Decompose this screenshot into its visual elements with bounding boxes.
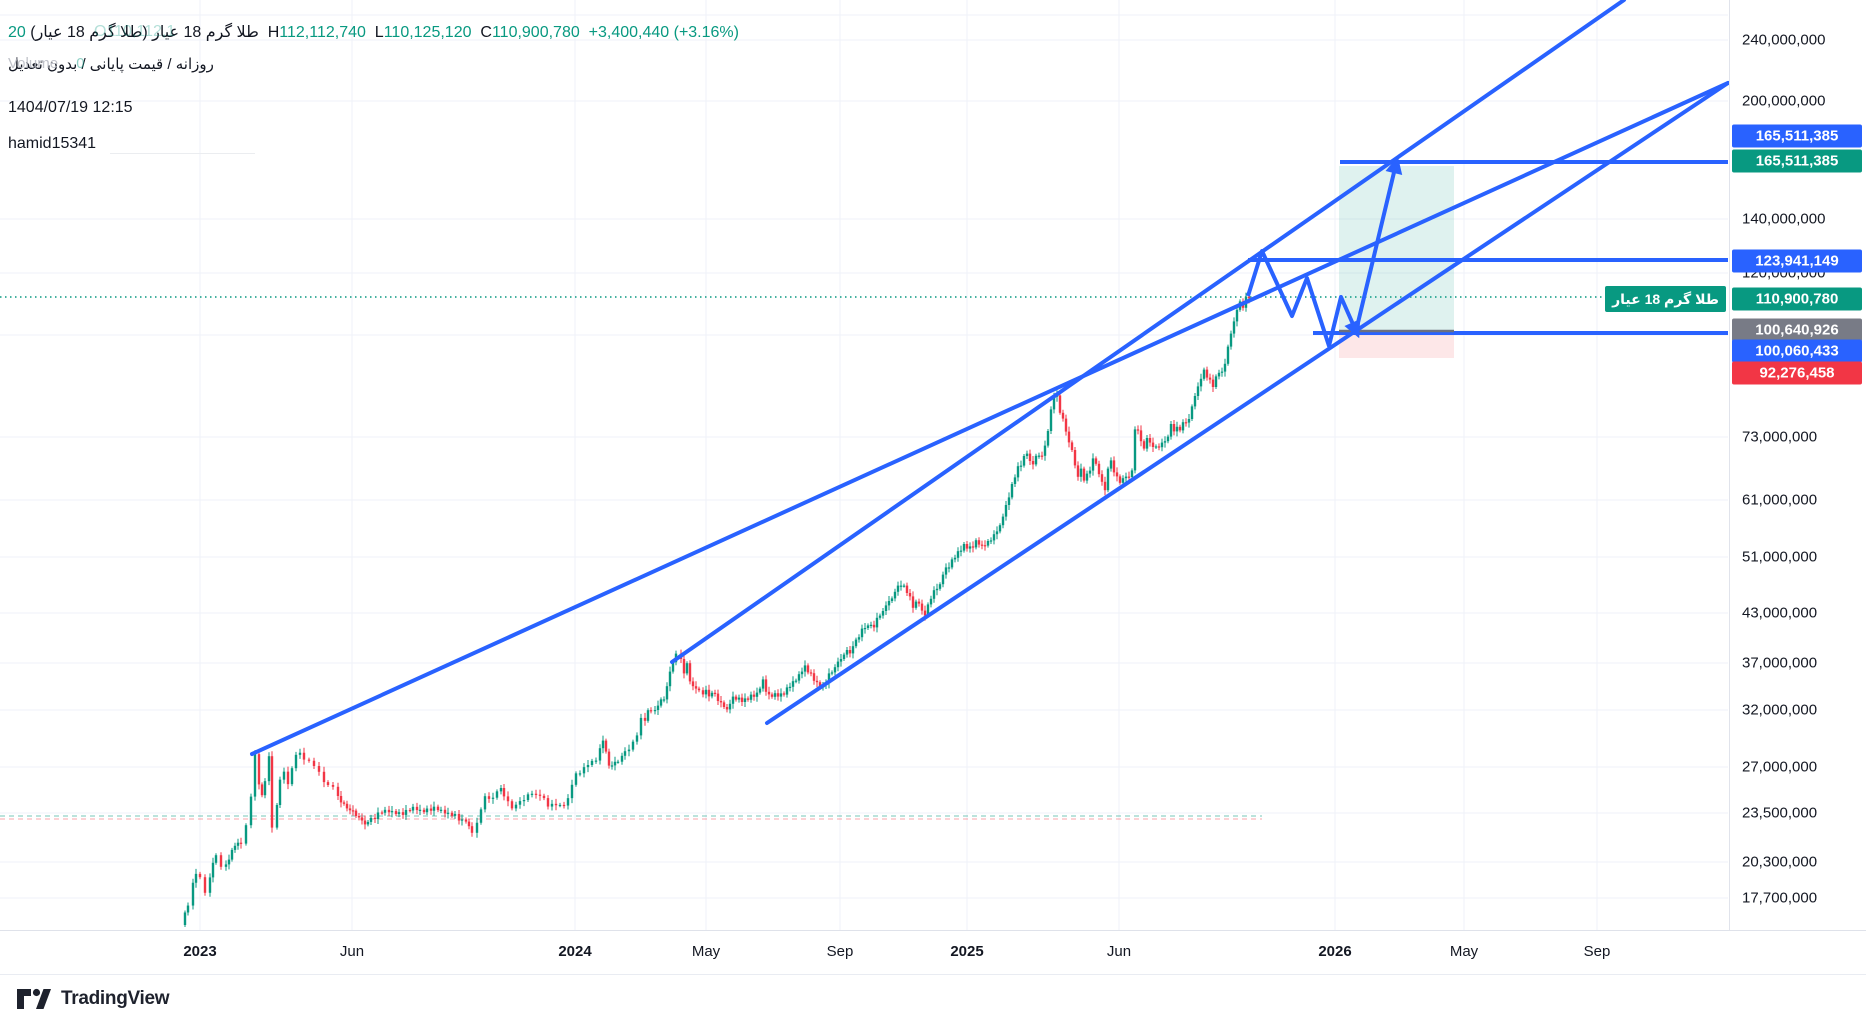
drawing-timestamp: 1404/07/19 12:15: [8, 99, 133, 116]
settlement-dashed-lines: [0, 815, 1262, 820]
price-tick: 200,000,000: [1742, 92, 1826, 110]
series-settings-row[interactable]: روزانه / قیمت پایانی / بدون تعدیل: [8, 56, 214, 73]
price-tick: 17,700,000: [1742, 889, 1818, 907]
price-tick: 27,000,000: [1742, 758, 1818, 776]
time-tick: 2025: [950, 943, 984, 960]
tradingview-logo[interactable]: TradingView: [16, 988, 170, 1010]
price-axis-pane[interactable]: 240,000,000 200,000,000 140,000,000 120,000…: [1729, 0, 1866, 973]
price-tick: 32,000,000: [1742, 701, 1818, 719]
change-value: +3,400,440 (+3.16%): [588, 24, 739, 41]
time-tick: Jun: [1106, 943, 1132, 960]
time-tick: 2023: [183, 943, 217, 960]
price-tick: 140,000,000: [1742, 210, 1826, 228]
price-tick: 20,300,000: [1742, 853, 1818, 871]
trendline-3[interactable]: [765, 81, 1730, 725]
high-value: 112,112,740: [279, 24, 366, 41]
projection-zigzag[interactable]: [1246, 249, 1361, 348]
time-tick: Sep: [826, 943, 854, 960]
price-tick: 43,000,000: [1742, 604, 1818, 622]
price-tick: 37,000,000: [1742, 654, 1818, 672]
candlestick-series[interactable]: [183, 291, 1251, 927]
time-tick: 2024: [558, 943, 592, 960]
low-label: L: [374, 24, 384, 41]
time-axis-pane[interactable]: 2023 Jun 2024 May Sep 2025 Jun 2026 May Sep: [0, 930, 1866, 975]
price-label-box: 110,900,780: [1732, 287, 1862, 311]
price-tick: 23,500,000: [1742, 804, 1818, 822]
ohlc-readout: 20 H112,112,740 L110,125,120 C110,900,78…: [8, 24, 739, 41]
price-tick: 73,000,000: [1742, 428, 1818, 446]
close-value: 110,900,780: [491, 24, 580, 41]
price-label-box: 123,941,149: [1732, 249, 1862, 273]
time-tick: Jun: [339, 943, 365, 960]
tradingview-logo-text: TradingView: [61, 988, 170, 1009]
chart-legend: طلا گرم 18 عیار (طلا گرم 18 عیار) O110,1…: [8, 22, 739, 153]
price-label-box: 92,276,458: [1732, 361, 1862, 385]
tradingview-logo-icon: [17, 988, 51, 1009]
username-watermark: hamid15341: [8, 135, 97, 152]
price-label-box: 100,060,433: [1732, 339, 1862, 363]
close-label: C: [480, 24, 492, 41]
price-tick: 61,000,000: [1742, 491, 1818, 509]
divider: [110, 153, 255, 154]
legend-symbol-row[interactable]: طلا گرم 18 عیار (طلا گرم 18 عیار) O110,1…: [8, 22, 739, 46]
grid: [0, 0, 1728, 930]
symbol-title[interactable]: طلا گرم 18 عیار (طلا گرم 18 عیار): [30, 24, 259, 41]
high-label: H: [267, 24, 280, 41]
time-tick: 2026: [1318, 943, 1352, 960]
trendline-2[interactable]: [670, 0, 1626, 664]
time-tick: May: [1449, 943, 1479, 960]
time-tick: May: [691, 943, 721, 960]
price-label-box: 100,640,926: [1732, 318, 1862, 342]
volume-row[interactable]: Volume 0: [8, 55, 739, 72]
volume-value: 0: [76, 55, 85, 72]
price-line-symbol-tag: طلا گرم 18 عیار: [1605, 286, 1726, 312]
projection-rally-arrow[interactable]: [1354, 156, 1403, 333]
volume-label: Volume: [8, 55, 59, 72]
trendline-1[interactable]: [250, 81, 1730, 756]
price-tick: 51,000,000: [1742, 548, 1818, 566]
footer: TradingView: [0, 974, 1866, 1027]
time-tick: Sep: [1583, 943, 1611, 960]
ohlc-ghost-value: O110,112,1: [94, 23, 176, 40]
low-value: 110,125,120: [383, 24, 472, 41]
price-label-box: 165,511,385: [1732, 124, 1862, 148]
price-tick: 240,000,000: [1742, 31, 1826, 49]
price-label-box: 165,511,385: [1732, 149, 1862, 173]
